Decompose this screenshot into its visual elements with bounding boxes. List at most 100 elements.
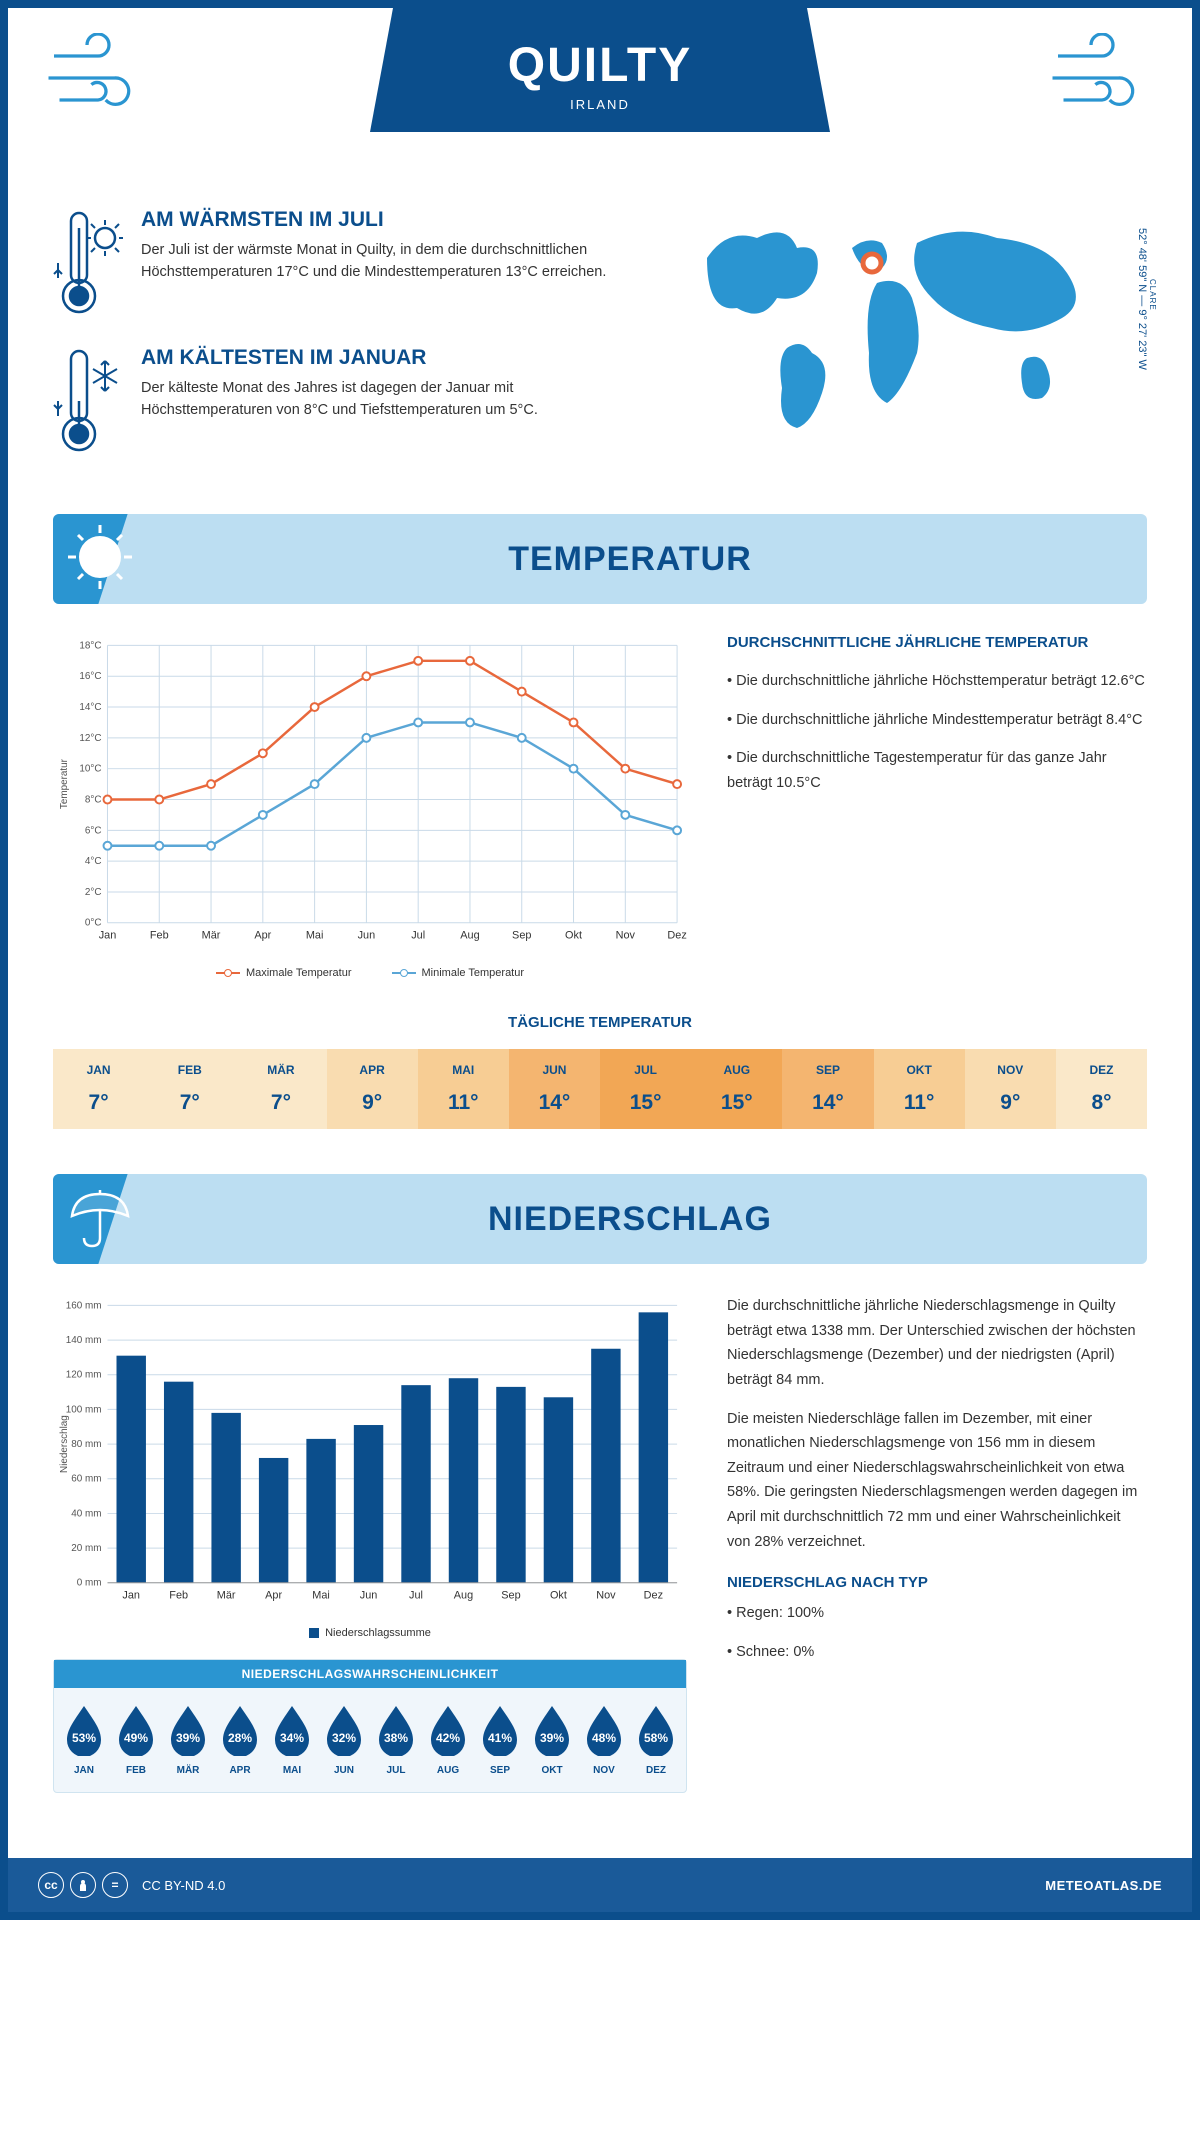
probability-drop: 42%AUG	[422, 1702, 474, 1776]
svg-text:Mai: Mai	[312, 1590, 330, 1602]
svg-text:42%: 42%	[436, 1731, 460, 1745]
probability-drop: 38%JUL	[370, 1702, 422, 1776]
world-map: CLARE52° 48' 59" N — 9° 27' 23" W	[677, 208, 1147, 484]
svg-text:0°C: 0°C	[85, 918, 102, 929]
temperature-heading: TEMPERATUR	[113, 540, 1147, 579]
svg-text:Mär: Mär	[217, 1590, 236, 1602]
footer: cc = CC BY-ND 4.0 METEOATLAS.DE	[8, 1858, 1192, 1912]
svg-text:12°C: 12°C	[79, 733, 101, 744]
coldest-text: Der kälteste Monat des Jahres ist dagege…	[141, 378, 637, 422]
temperature-chart: 0°C2°C4°C6°C8°C10°C12°C14°C16°C18°CJanFe…	[53, 634, 687, 979]
svg-text:Mai: Mai	[306, 930, 324, 942]
svg-text:53%: 53%	[72, 1731, 96, 1745]
daily-temp-cell: MAI11°	[418, 1049, 509, 1129]
brand: METEOATLAS.DE	[1045, 1878, 1162, 1893]
thermometer-hot-icon	[53, 208, 123, 318]
probability-drop: 58%DEZ	[630, 1702, 682, 1776]
svg-text:120 mm: 120 mm	[66, 1370, 102, 1381]
svg-text:Jul: Jul	[411, 930, 425, 942]
page-title: QUILTY	[390, 38, 810, 93]
daily-temp-cell: DEZ8°	[1056, 1049, 1147, 1129]
precipitation-legend: Niederschlagssumme	[53, 1627, 687, 1639]
svg-text:16°C: 16°C	[79, 671, 101, 682]
svg-text:Sep: Sep	[512, 930, 531, 942]
svg-text:Dez: Dez	[667, 930, 686, 942]
svg-text:Aug: Aug	[460, 930, 479, 942]
svg-text:41%: 41%	[488, 1731, 512, 1745]
title-banner: QUILTY IRLAND	[370, 8, 830, 132]
svg-text:160 mm: 160 mm	[66, 1300, 102, 1311]
daily-temp-cell: JUL15°	[600, 1049, 691, 1129]
temperature-header: TEMPERATUR	[53, 514, 1147, 604]
daily-temp-title: TÄGLICHE TEMPERATUR	[53, 1014, 1147, 1031]
svg-text:6°C: 6°C	[85, 825, 102, 836]
svg-text:Dez: Dez	[644, 1590, 663, 1602]
daily-temp-cell: APR9°	[327, 1049, 418, 1129]
daily-temp-cell: JAN7°	[53, 1049, 144, 1129]
probability-drop: 39%MÄR	[162, 1702, 214, 1776]
svg-text:Feb: Feb	[169, 1590, 188, 1602]
svg-text:Apr: Apr	[265, 1590, 282, 1602]
wind-icon	[1047, 33, 1157, 123]
precipitation-chart: 0 mm20 mm40 mm60 mm80 mm100 mm120 mm140 …	[53, 1294, 687, 1793]
svg-text:Jul: Jul	[409, 1590, 423, 1602]
svg-text:28%: 28%	[228, 1731, 252, 1745]
precip-type-title: NIEDERSCHLAG NACH TYP	[727, 1574, 1147, 1591]
svg-text:Nov: Nov	[596, 1590, 616, 1602]
precipitation-header: NIEDERSCHLAG	[53, 1174, 1147, 1264]
daily-temp-cell: NOV9°	[965, 1049, 1056, 1129]
svg-text:49%: 49%	[124, 1731, 148, 1745]
svg-text:Nov: Nov	[616, 930, 636, 942]
daily-temp-cell: AUG15°	[691, 1049, 782, 1129]
svg-text:0 mm: 0 mm	[77, 1578, 102, 1589]
wind-icon	[43, 33, 153, 123]
probability-drop: 53%JAN	[58, 1702, 110, 1776]
svg-text:Jun: Jun	[358, 930, 376, 942]
precipitation-heading: NIEDERSCHLAG	[113, 1200, 1147, 1239]
warmest-title: AM WÄRMSTEN IM JULI	[141, 208, 637, 232]
probability-drop: 48%NOV	[578, 1702, 630, 1776]
svg-text:Feb: Feb	[150, 930, 169, 942]
temp-info-title: DURCHSCHNITTLICHE JÄHRLICHE TEMPERATUR	[727, 634, 1147, 651]
svg-text:34%: 34%	[280, 1731, 304, 1745]
svg-text:48%: 48%	[592, 1731, 616, 1745]
svg-text:Jun: Jun	[360, 1590, 378, 1602]
svg-text:Okt: Okt	[550, 1590, 567, 1602]
warmest-text: Der Juli ist der wärmste Monat in Quilty…	[141, 240, 637, 284]
probability-drop: 41%SEP	[474, 1702, 526, 1776]
svg-text:Mär: Mär	[202, 930, 221, 942]
temperature-legend: Maximale Temperatur Minimale Temperatur	[53, 967, 687, 979]
svg-text:8°C: 8°C	[85, 794, 102, 805]
coldest-title: AM KÄLTESTEN IM JANUAR	[141, 346, 637, 370]
daily-temp-cell: FEB7°	[144, 1049, 235, 1129]
sun-icon	[65, 522, 135, 592]
svg-text:14°C: 14°C	[79, 702, 101, 713]
svg-text:Aug: Aug	[454, 1590, 473, 1602]
svg-text:20 mm: 20 mm	[71, 1543, 101, 1554]
svg-text:39%: 39%	[540, 1731, 564, 1745]
cc-icon: cc	[38, 1872, 64, 1898]
by-icon	[70, 1872, 96, 1898]
svg-text:Apr: Apr	[254, 930, 271, 942]
svg-text:38%: 38%	[384, 1731, 408, 1745]
temperature-info: DURCHSCHNITTLICHE JÄHRLICHE TEMPERATUR •…	[727, 634, 1147, 979]
daily-temp-cell: SEP14°	[782, 1049, 873, 1129]
intro-section: AM WÄRMSTEN IM JULI Der Juli ist der wär…	[53, 208, 1147, 484]
page-subtitle: IRLAND	[390, 97, 810, 112]
probability-drop: 32%JUN	[318, 1702, 370, 1776]
header: QUILTY IRLAND	[8, 8, 1192, 178]
probability-drop: 34%MAI	[266, 1702, 318, 1776]
warmest-block: AM WÄRMSTEN IM JULI Der Juli ist der wär…	[53, 208, 637, 318]
svg-text:Niederschlag: Niederschlag	[59, 1415, 70, 1473]
coldest-block: AM KÄLTESTEN IM JANUAR Der kälteste Mona…	[53, 346, 637, 456]
svg-text:Jan: Jan	[99, 930, 117, 942]
nd-icon: =	[102, 1872, 128, 1898]
svg-text:60 mm: 60 mm	[71, 1474, 101, 1485]
umbrella-icon	[65, 1182, 135, 1252]
svg-text:4°C: 4°C	[85, 856, 102, 867]
svg-text:10°C: 10°C	[79, 764, 101, 775]
svg-text:32%: 32%	[332, 1731, 356, 1745]
daily-temp-row: JAN7°FEB7°MÄR7°APR9°MAI11°JUN14°JUL15°AU…	[53, 1049, 1147, 1129]
license-text: CC BY-ND 4.0	[142, 1878, 225, 1893]
thermometer-cold-icon	[53, 346, 123, 456]
